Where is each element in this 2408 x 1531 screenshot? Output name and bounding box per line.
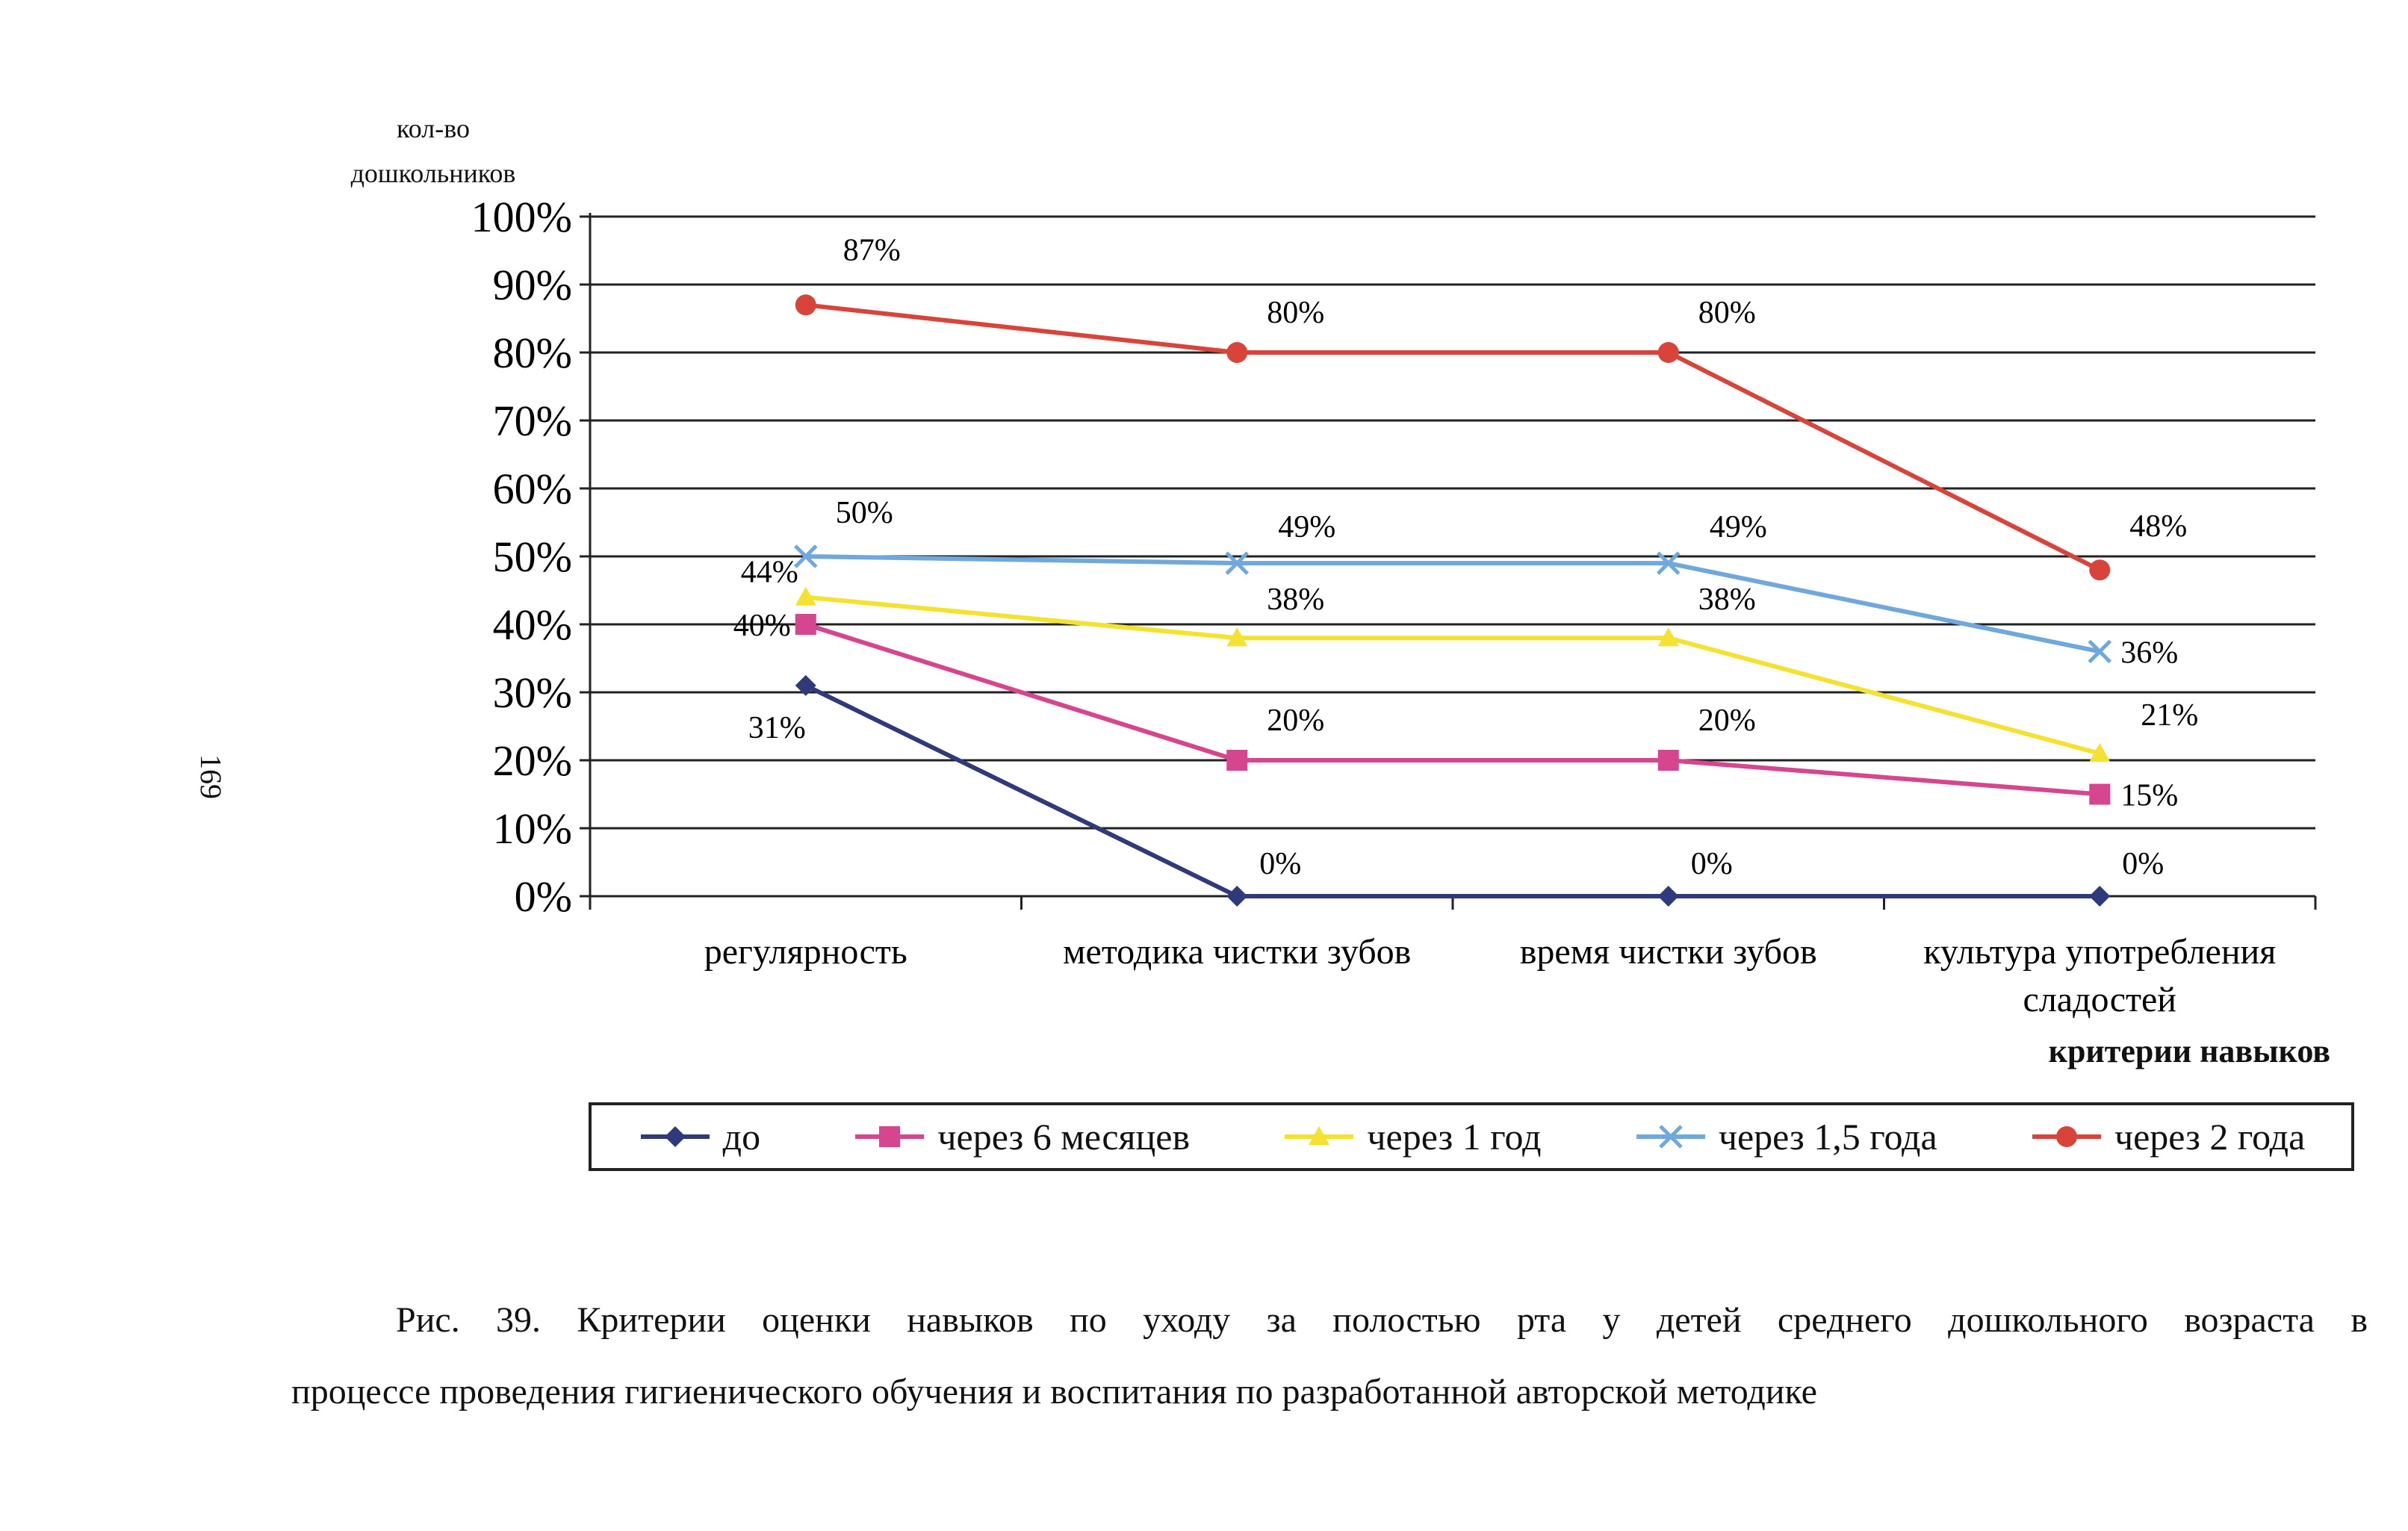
data-label: 15% [2120,779,2178,813]
data-label: 50% [836,496,893,530]
legend-swatch [2032,1126,2101,1147]
y-tick-label: 10% [493,804,572,853]
data-label: 31% [748,711,806,745]
caption-line-1: Рис. 39. Критерии оценки навыков по уход… [396,1300,2368,1340]
data-labels: 31% 0% 0% 0% 40% 20% 20% 15% 44% 38% 38% 21% 50% 49% 4… [733,233,2199,881]
series-line [805,302,2101,572]
x-tick-label: культура употребления [1923,932,2276,972]
series-3 [795,586,2111,763]
data-point [795,614,816,635]
legend-item: через 6 месяцев [852,1115,1190,1158]
legend-item: через 1,5 года [1633,1115,1937,1158]
y-tick-label: 40% [493,600,572,649]
data-label: 80% [1267,296,1324,330]
x-axis-title: критерии навыков [2048,1033,2330,1069]
legend-item: через 1 год [1282,1115,1542,1158]
data-point [1657,886,1679,907]
y-tick-label: 100% [471,193,572,241]
data-point [2088,639,2112,664]
y-tick-label: 90% [493,261,572,309]
x-tick-label: сладостей [2023,980,2176,1019]
y-axis-title-line-1: кол-во [397,114,470,143]
y-tick-label: 50% [493,532,572,581]
data-point [795,586,816,606]
legend-label: через 6 месяцев [937,1116,1191,1158]
data-point [1226,750,1248,771]
data-label: 21% [2141,698,2198,733]
series-line [804,683,2100,898]
data-label: 80% [1698,296,1756,330]
data-point [1225,551,1250,575]
data-label: 38% [1267,583,1324,617]
series-line [805,594,2101,756]
y-axis-title-line-2: дошкольников [350,158,516,188]
data-label: 40% [733,609,791,643]
data-label: 20% [1267,704,1324,738]
legend-swatch [1636,1125,1705,1149]
series-5 [795,294,2111,581]
series-line [804,622,2100,797]
data-label: 38% [1698,583,1756,617]
data-point [1657,750,1679,771]
y-tick-label: 70% [493,397,572,445]
y-axis-title: кол-во дошкольников [284,106,583,196]
legend-swatch [640,1126,710,1147]
y-tick-label: 0% [515,872,572,921]
line-chart: 0% 10% 20% 30% 40% 50% 60% 70% 80% 90% 100% регуляр… [471,193,2317,1019]
legend-label: через 1 год [1367,1116,1542,1158]
data-label: 20% [1698,704,1756,738]
data-point [1226,886,1248,907]
data-point [795,294,816,316]
legend-swatch [1285,1126,1354,1146]
data-label: 49% [1278,510,1335,544]
axes: 0% 10% 20% 30% 40% 50% 60% 70% 80% 90% 100% регуляр… [471,193,2317,1019]
data-label: 44% [741,556,798,590]
data-point [2089,886,2111,907]
caption-line-2: процессе проведения гигиенического обуче… [291,1372,1817,1412]
series-1 [795,674,2111,907]
data-point [1657,342,1679,363]
series-2 [795,614,2111,805]
y-tick-label: 20% [493,736,572,785]
series-4 [793,544,2112,664]
data-point [1657,627,1679,647]
x-tick-label: время чистки зубов [1520,932,1817,972]
legend-label: через 2 года [2114,1116,2306,1158]
data-point [2089,783,2111,805]
data-label: 49% [1710,510,1767,544]
data-label: 0% [1259,847,1301,881]
legend-label: до [722,1116,761,1158]
series-lines [793,294,2112,907]
data-point [2089,742,2111,763]
data-label: 36% [2120,636,2178,670]
y-tick-label: 30% [493,668,572,717]
legend-item: через 2 года [2029,1115,2305,1158]
data-label: 0% [2122,847,2164,881]
data-point [2089,559,2111,581]
x-tick-label: регулярность [704,932,907,972]
figure-caption: Рис. 39. Критерии оценки навыков по уход… [291,1285,2368,1428]
legend-item: до [638,1115,760,1158]
data-point [1226,627,1248,647]
data-label: 48% [2129,509,2187,544]
data-point [1656,551,1681,575]
series-line [805,554,2100,654]
data-point [1226,342,1248,363]
data-label: 87% [843,233,901,267]
y-tick-label: 60% [493,465,572,513]
legend-swatch [855,1126,925,1147]
x-tick-label: методика чистки зубов [1063,932,1411,972]
data-point [795,674,816,696]
legend-label: через 1,5 года [1718,1116,1937,1158]
y-tick-label: 80% [493,329,572,377]
legend: до через 6 месяцев через 1 год через 1,5 го… [589,1102,2354,1171]
data-label: 0% [1691,847,1733,881]
data-point [793,544,818,568]
